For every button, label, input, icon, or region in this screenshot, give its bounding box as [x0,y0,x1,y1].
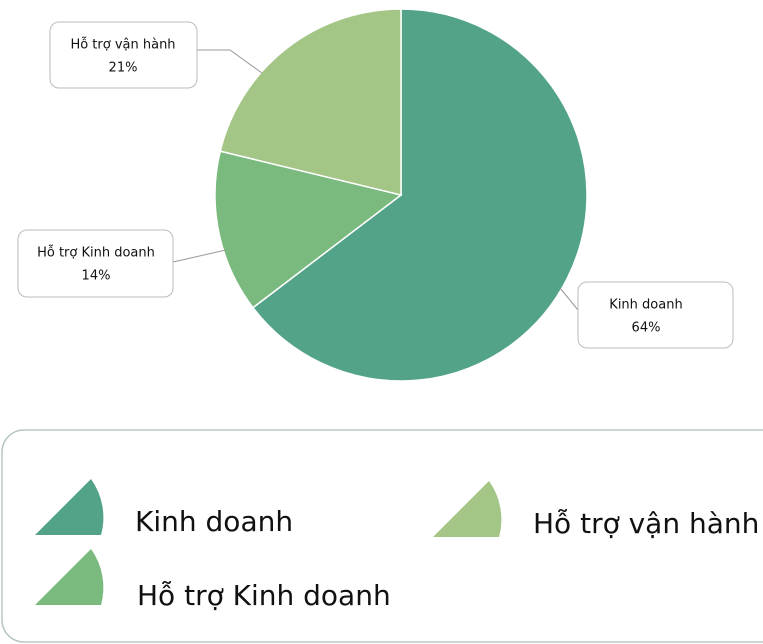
callout-box [577,281,734,349]
slice-label: Kinh doanh [609,298,682,313]
legend-label: Hỗ trợ Kinh doanh [137,579,391,612]
legend-label: Kinh doanh [135,505,293,538]
slice-value: 64% [632,321,661,336]
slice-value: 14% [82,269,111,284]
legend-swatch [433,481,502,537]
leader-line [172,249,227,263]
slice-label: Hỗ trợ Kinh doanh [37,246,155,261]
slice-value: 21% [109,61,138,76]
legend-swatch [35,479,104,535]
legend-box [1,429,763,643]
slice-label: Hỗ trợ vận hành [70,38,175,53]
callout-box [17,229,174,298]
pie-slice [219,8,402,196]
legend-swatch [35,549,104,605]
legend-label: Hỗ trợ vận hành [533,507,759,540]
leader-line [197,49,263,74]
pie-slice [251,8,588,382]
leader-line [559,287,579,311]
callout-box [49,21,198,89]
pie-slice [214,150,403,309]
